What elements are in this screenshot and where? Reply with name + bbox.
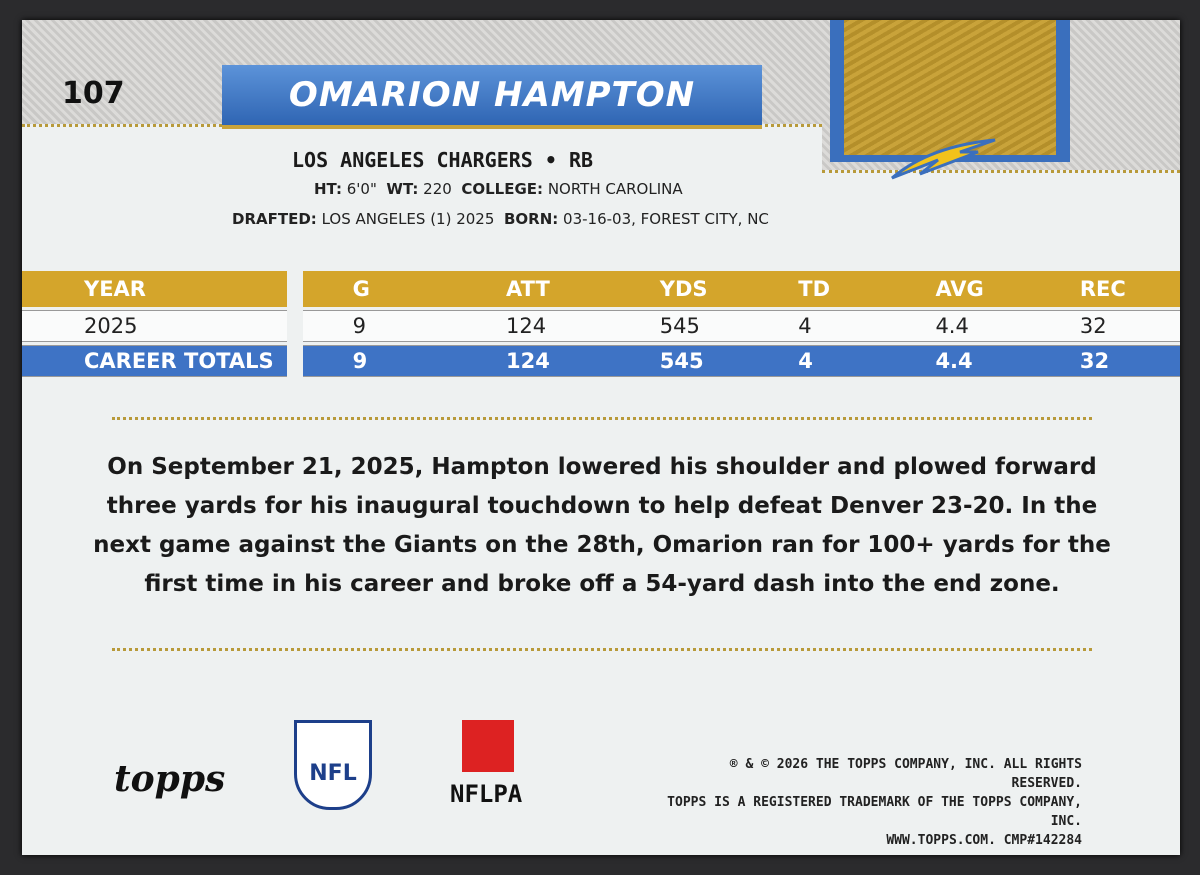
spacer bbox=[287, 271, 303, 307]
bio-label: WT: bbox=[386, 180, 419, 198]
stat-row-cell: 124 bbox=[456, 345, 610, 377]
stats-table: YEAR G ATT YDS TD AVG REC 2025 9 124 545 4 4.4 32 CARE… bbox=[22, 268, 1180, 380]
spacer bbox=[287, 310, 303, 342]
stat-row-cell: 9 bbox=[302, 310, 457, 342]
header-row-cell: YEAR bbox=[22, 271, 287, 307]
player-name: OMARION HAMPTON bbox=[288, 75, 696, 115]
stitch bbox=[112, 648, 1092, 651]
header-row-cell: G bbox=[302, 271, 457, 307]
nflpa-icon bbox=[462, 720, 514, 772]
stat-row-cell: 4 bbox=[748, 345, 886, 377]
body-clip bbox=[22, 124, 822, 184]
card: 107 OMARION HAMPTON LOS ANGELES CHARGERS… bbox=[22, 20, 1180, 855]
nfl-logo: NFL bbox=[294, 720, 372, 810]
bio-label: BORN: bbox=[503, 210, 559, 228]
stat-row-cell: 9 bbox=[302, 345, 457, 377]
bio-value: LOS ANGELES (1) 2025 bbox=[321, 210, 495, 228]
bio-line: DRAFTED: LOS ANGELES (1) 2025 BORN: 03-1… bbox=[232, 210, 769, 228]
stat-row-cell: 4 bbox=[748, 310, 886, 342]
stat-row-cell: 32 bbox=[1029, 310, 1180, 342]
patch bbox=[830, 20, 1070, 162]
header-row-cell: AVG bbox=[885, 271, 1030, 307]
nflpa-logo: NFLPA bbox=[450, 780, 523, 808]
bio-label: COLLEGE: bbox=[461, 180, 544, 198]
stat-row-cell: 4.4 bbox=[885, 345, 1030, 377]
bio-paragraph: On September 21, 2025, Hampton lowered h… bbox=[93, 454, 1111, 597]
bio-value: 03-16-03, FOREST CITY, NC bbox=[563, 210, 769, 228]
header-row: YEAR G ATT YDS TD AVG REC bbox=[22, 271, 1180, 307]
header-row-cell: REC bbox=[1029, 271, 1180, 307]
bio-value: NORTH CAROLINA bbox=[547, 180, 683, 198]
header-row-cell: ATT bbox=[456, 271, 610, 307]
stat-row-cell: 124 bbox=[456, 310, 610, 342]
card-number: 107 bbox=[62, 76, 125, 111]
stat-row-cell: 545 bbox=[609, 345, 749, 377]
bio-label: HT: bbox=[314, 180, 342, 198]
copyright-line: WWW.TOPPS.COM. CMP#142284 bbox=[886, 833, 1082, 848]
stitch bbox=[112, 417, 1092, 420]
bio-label: DRAFTED: bbox=[232, 210, 317, 228]
stat-row-cell: 2025 bbox=[22, 310, 287, 342]
bio-line: HT: 6'0" WT: 220 COLLEGE: NORTH CAROLINA bbox=[314, 180, 683, 198]
stat-row: CAREER TOTALS 9 124 545 4 4.4 32 bbox=[22, 345, 1180, 377]
stat-row-cell: 4.4 bbox=[885, 310, 1030, 342]
bio-value: 220 bbox=[423, 180, 452, 198]
stat-row-cell: 32 bbox=[1029, 345, 1180, 377]
stat-row-cell: 545 bbox=[609, 310, 749, 342]
spacer bbox=[287, 345, 303, 377]
stat-row: 2025 9 124 545 4 4.4 32 bbox=[22, 310, 1180, 342]
name-banner: OMARION HAMPTON bbox=[222, 65, 762, 129]
header-row-cell: TD bbox=[748, 271, 886, 307]
team-line: LOS ANGELES CHARGERS • RB bbox=[292, 148, 594, 172]
bio-value: 6'0" bbox=[346, 180, 377, 198]
stitch bbox=[822, 170, 1180, 173]
stat-row-cell: CAREER TOTALS bbox=[22, 345, 287, 377]
nfl-text: NFL bbox=[309, 761, 357, 786]
team-logo bbox=[891, 138, 996, 180]
header-row-cell: YDS bbox=[609, 271, 749, 307]
topps-logo: topps bbox=[114, 758, 226, 800]
copyright: ® & © 2026 THE TOPPS COMPANY, INC. ALL R… bbox=[652, 755, 1082, 850]
copyright-line: ® & © 2026 THE TOPPS COMPANY, INC. ALL R… bbox=[729, 757, 1082, 791]
copyright-line: TOPPS IS A REGISTERED TRADEMARK OF THE T… bbox=[667, 795, 1082, 829]
